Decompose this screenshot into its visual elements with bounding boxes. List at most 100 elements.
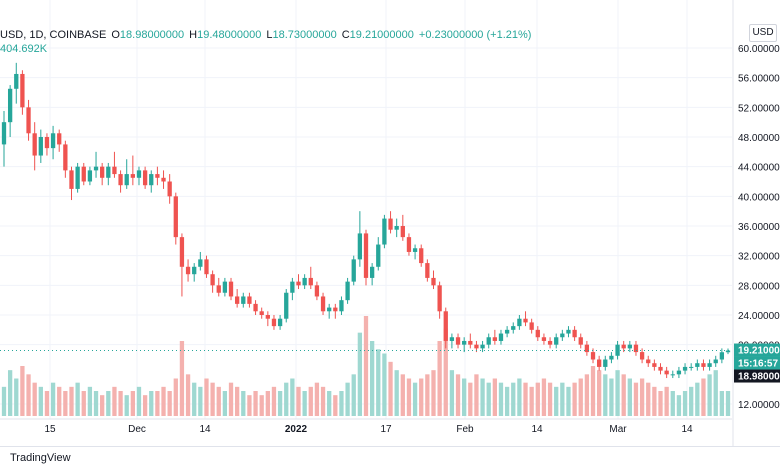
candle[interactable] (38, 129, 43, 163)
candle[interactable] (357, 211, 363, 267)
candle[interactable] (652, 359, 657, 371)
candle[interactable] (560, 329, 565, 341)
candle[interactable] (265, 311, 270, 327)
candle[interactable] (308, 266, 313, 290)
candle[interactable] (50, 125, 56, 160)
candle[interactable] (57, 129, 62, 152)
candle[interactable] (682, 363, 688, 375)
candle[interactable] (517, 315, 522, 330)
candle[interactable] (155, 166, 160, 186)
currency-button[interactable]: USD (749, 24, 777, 42)
candle[interactable] (327, 303, 332, 319)
candle[interactable] (529, 318, 534, 334)
candle[interactable] (504, 326, 510, 338)
candle[interactable] (633, 340, 639, 356)
candle[interactable] (425, 259, 430, 282)
candle[interactable] (363, 229, 369, 286)
candle[interactable] (627, 340, 632, 353)
candle[interactable] (437, 281, 442, 319)
candle[interactable] (590, 348, 596, 364)
candle[interactable] (376, 237, 381, 271)
candle[interactable] (1, 111, 7, 167)
candle[interactable] (664, 366, 669, 379)
candle[interactable] (161, 170, 166, 189)
candle[interactable] (603, 355, 608, 371)
candle[interactable] (406, 233, 412, 256)
candle[interactable] (462, 337, 467, 353)
candle[interactable] (480, 340, 485, 353)
candle[interactable] (112, 151, 117, 178)
candle[interactable] (725, 348, 731, 355)
candle[interactable] (118, 170, 123, 193)
candle[interactable] (192, 263, 197, 282)
candle[interactable] (296, 274, 301, 290)
candle[interactable] (676, 366, 682, 379)
candle[interactable] (320, 292, 326, 315)
candle[interactable] (179, 233, 185, 297)
candle[interactable] (523, 311, 528, 327)
candle[interactable] (149, 170, 154, 193)
candle[interactable] (547, 337, 553, 349)
candle[interactable] (719, 348, 725, 364)
candle[interactable] (100, 162, 105, 186)
candle[interactable] (87, 166, 93, 186)
candle[interactable] (20, 70, 25, 115)
candle[interactable] (572, 326, 577, 341)
price-axis[interactable]: 60.00000 56.00000 52.00000 48.00000 44.00000… (732, 0, 780, 446)
candle[interactable] (468, 333, 473, 349)
candle[interactable] (253, 300, 258, 315)
candle[interactable] (235, 289, 240, 308)
candle[interactable] (259, 307, 264, 319)
candle[interactable] (486, 333, 491, 349)
candle[interactable] (210, 270, 215, 293)
candle[interactable] (222, 277, 228, 297)
candle[interactable] (333, 303, 338, 319)
candle[interactable] (124, 159, 129, 189)
candle[interactable] (302, 274, 307, 290)
candle[interactable] (584, 340, 590, 356)
candle[interactable] (204, 255, 209, 278)
candle[interactable] (130, 155, 135, 186)
candle[interactable] (670, 370, 675, 379)
candle[interactable] (412, 244, 418, 260)
candle[interactable] (609, 352, 614, 364)
candle[interactable] (597, 355, 602, 371)
candle[interactable] (106, 162, 111, 186)
candle[interactable] (689, 363, 694, 371)
candle[interactable] (277, 315, 283, 330)
candle[interactable] (93, 151, 99, 178)
candle[interactable] (566, 326, 571, 338)
candle[interactable] (492, 329, 497, 345)
candle[interactable] (75, 162, 80, 193)
candle[interactable] (707, 359, 712, 371)
candle[interactable] (646, 355, 651, 367)
candle[interactable] (535, 326, 540, 341)
candle[interactable] (167, 174, 172, 204)
candle[interactable] (400, 214, 405, 241)
candle[interactable] (498, 329, 504, 345)
candle[interactable] (69, 166, 74, 201)
candle[interactable] (63, 140, 68, 178)
candle[interactable] (578, 333, 583, 349)
candle[interactable] (621, 340, 626, 353)
candle[interactable] (658, 363, 663, 375)
candle[interactable] (142, 166, 148, 189)
candle[interactable] (185, 259, 191, 282)
candle[interactable] (615, 340, 620, 360)
candle[interactable] (382, 214, 387, 249)
candle[interactable] (431, 270, 436, 290)
candle[interactable] (554, 333, 559, 349)
candle[interactable] (695, 359, 700, 371)
candle[interactable] (541, 333, 547, 345)
candle[interactable] (713, 355, 718, 367)
time-axis[interactable]: 15 Dec 14 2022 17 Feb 14 Mar 14 (0, 418, 732, 435)
candle[interactable] (32, 122, 37, 171)
candle[interactable] (388, 211, 393, 234)
candle[interactable] (198, 251, 203, 271)
candle[interactable] (369, 263, 375, 286)
candle[interactable] (173, 192, 178, 245)
candle[interactable] (26, 99, 31, 141)
candle[interactable] (345, 277, 350, 304)
